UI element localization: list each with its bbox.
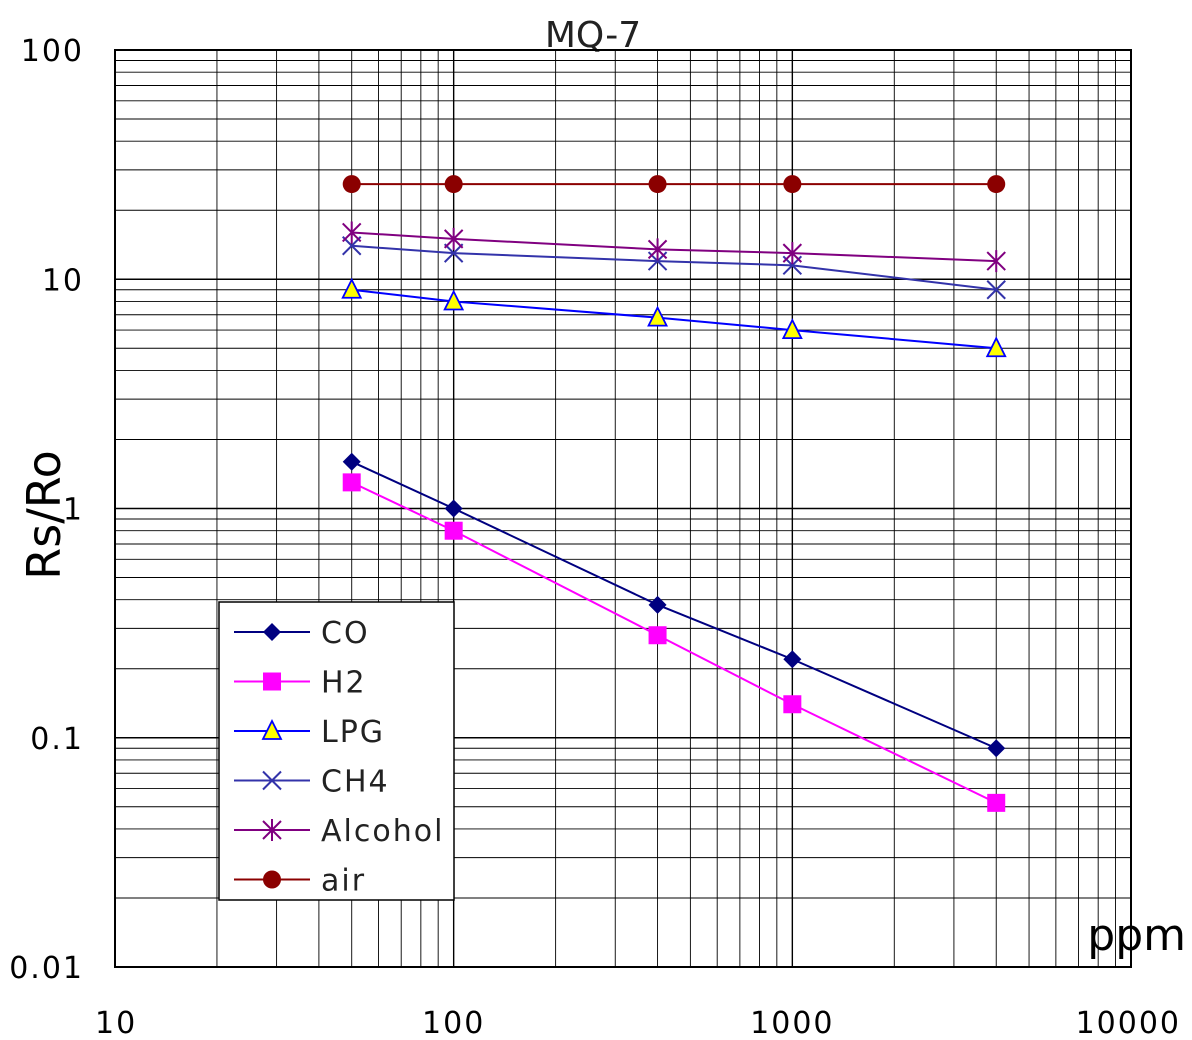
legend-label: air bbox=[321, 864, 366, 899]
legend-item-co: CO bbox=[234, 616, 370, 651]
data-point-h2 bbox=[783, 695, 802, 714]
legend-label: H2 bbox=[321, 666, 367, 701]
legend-marker-ch4 bbox=[262, 770, 282, 791]
legend-item-ch4: CH4 bbox=[234, 765, 390, 800]
data-point-h2 bbox=[342, 473, 361, 492]
x-tick-label: 10 bbox=[95, 1006, 137, 1040]
data-point-h2 bbox=[648, 626, 667, 645]
data-point-air bbox=[342, 175, 361, 194]
data-point-air bbox=[987, 175, 1006, 194]
data-point-co bbox=[444, 499, 463, 518]
x-tick-label: 100 bbox=[422, 1006, 485, 1040]
data-point-lpg bbox=[985, 336, 1007, 358]
series-alcohol bbox=[342, 221, 1006, 273]
grid bbox=[115, 50, 1131, 967]
data-point-air bbox=[648, 175, 667, 194]
plot-frame bbox=[114, 49, 1132, 968]
data-point-h2 bbox=[987, 793, 1006, 812]
x-tick-label: 10000 bbox=[1076, 1006, 1181, 1040]
y-tick-label: 100 bbox=[21, 34, 84, 69]
legend: CO H2 LPG CH4 Alcohol air bbox=[218, 601, 455, 901]
series-air bbox=[342, 175, 1006, 194]
x-axis-ticks: 10 100 1000 10000 bbox=[95, 1006, 1181, 1040]
series-line-ch4 bbox=[351, 244, 997, 291]
x-tick-label: 1000 bbox=[750, 1006, 834, 1040]
data-point-alcohol bbox=[443, 227, 464, 250]
legend-label: Alcohol bbox=[321, 814, 444, 849]
y-tick-label: 10 bbox=[42, 263, 84, 298]
series-co bbox=[342, 452, 1006, 758]
series-layer bbox=[341, 175, 1007, 812]
data-point-lpg bbox=[341, 277, 363, 299]
data-point-ch4 bbox=[986, 280, 1006, 300]
series-h2 bbox=[342, 473, 1006, 812]
data-point-h2 bbox=[444, 521, 463, 540]
y-tick-label: 0.01 bbox=[9, 951, 84, 986]
data-point-co bbox=[648, 595, 667, 614]
data-point-alcohol bbox=[782, 242, 803, 265]
y-axis-label: Rs/Ro bbox=[17, 450, 71, 579]
data-point-lpg bbox=[443, 289, 465, 311]
legend-marker-air bbox=[263, 870, 281, 889]
legend-item-air: air bbox=[234, 864, 366, 899]
legend-box bbox=[218, 601, 455, 901]
legend-label: CH4 bbox=[321, 765, 390, 800]
legend-marker-alcohol bbox=[262, 819, 282, 841]
data-point-alcohol bbox=[647, 238, 668, 261]
data-point-air bbox=[783, 175, 802, 194]
data-point-alcohol bbox=[986, 250, 1006, 273]
legend-item-lpg: LPG bbox=[234, 715, 385, 750]
legend-marker-h2 bbox=[263, 672, 281, 691]
legend-label: LPG bbox=[321, 715, 385, 750]
y-tick-label: 1 bbox=[63, 493, 84, 528]
data-point-lpg bbox=[781, 318, 803, 340]
y-axis-ticks: 0.01 0.1 1 10 100 bbox=[9, 34, 84, 986]
data-point-co bbox=[342, 452, 361, 471]
legend-marker-co bbox=[263, 623, 281, 641]
data-point-lpg bbox=[647, 305, 669, 327]
data-point-alcohol bbox=[342, 221, 362, 244]
data-point-air bbox=[444, 175, 463, 194]
series-line-lpg bbox=[351, 288, 997, 350]
data-point-ch4 bbox=[443, 243, 464, 263]
legend-item-h2: H2 bbox=[234, 666, 367, 701]
x-axis-label: ppm bbox=[1087, 910, 1186, 961]
data-point-co bbox=[783, 650, 802, 669]
legend-item-alcohol: Alcohol bbox=[234, 814, 444, 849]
legend-marker-lpg bbox=[261, 718, 283, 740]
data-point-co bbox=[987, 739, 1006, 758]
series-lpg bbox=[341, 277, 1007, 358]
legend-label: CO bbox=[321, 616, 370, 651]
y-tick-label: 0.1 bbox=[30, 722, 84, 757]
